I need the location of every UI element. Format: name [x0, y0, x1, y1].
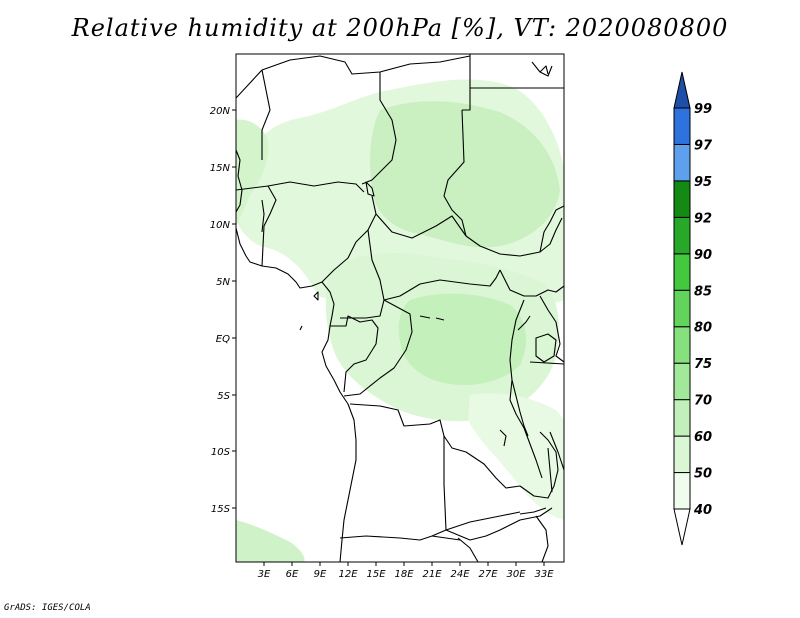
longitude-axis: 3E 6E 9E 12E 15E 18E 21E 24E 27E 30E 33E: [258, 562, 554, 580]
lon-label-3e: 3E: [258, 569, 271, 580]
border-niger-algeria: [236, 55, 471, 99]
border-tanzania: [529, 361, 564, 365]
lon-label-9e: 9E: [314, 569, 327, 580]
colorbar-label-92: 92: [694, 211, 712, 226]
border-mali-niger: [261, 69, 271, 160]
lat-label-15n: 15N: [210, 163, 231, 174]
colorbar-label-60: 60: [694, 430, 712, 445]
lake-albert: [517, 315, 531, 331]
latitude-axis: 20N 15N 10N 5N EQ 5S 10S 15S: [210, 106, 236, 515]
border-chad-car: [375, 213, 467, 239]
lon-label-33e: 33E: [534, 569, 554, 580]
border-niger-nigeria: [267, 181, 365, 193]
humidity-region-central-core: [398, 293, 526, 386]
border-uganda-kenya: [539, 295, 564, 363]
colorbar: 40 50 60 70 75 80 85 90 92 95 97 99: [673, 71, 713, 546]
border-zambia-malawi: [519, 431, 559, 499]
border-ethiopia: [539, 205, 564, 253]
lake-chad: [365, 181, 375, 197]
lake-tanganyika: [511, 379, 529, 437]
bioko-island: [313, 291, 319, 301]
colorbar-segment-97-99: [673, 107, 691, 145]
humidity-region-southeast: [468, 393, 564, 520]
border-zambia-zimbabwe: [445, 507, 553, 541]
border-southsudan-drc: [499, 269, 564, 297]
colorbar-label-80: 80: [694, 321, 712, 336]
colorbar-segment-85-90: [673, 253, 691, 291]
lake-volta: [261, 199, 265, 233]
lat-label-10s: 10S: [211, 447, 231, 458]
border-mozambique: [549, 431, 564, 471]
lat-label-5n: 5N: [216, 277, 230, 288]
lake-malawi: [547, 447, 553, 493]
border-south: [535, 515, 549, 562]
colorbar-segment-95-97: [673, 143, 691, 182]
lon-label-30e: 30E: [506, 569, 526, 580]
lon-label-6e: 6E: [286, 569, 299, 580]
colorbar-segment-60-70: [673, 399, 691, 437]
chart-title: Relative humidity at 200hPa [%], VT: 202…: [71, 14, 729, 42]
lon-label-15e: 15E: [366, 569, 386, 580]
humidity-region-north-core: [370, 101, 560, 248]
colorbar-label-70: 70: [694, 394, 712, 409]
colorbar-segment-70-75: [673, 362, 691, 401]
colorbar-bottom-triangle: [673, 508, 691, 546]
colorbar-segment-80-85: [673, 289, 691, 328]
humidity-region-west-coast: [236, 119, 269, 226]
lat-label-5s: 5S: [217, 391, 230, 402]
border-drc-east: [509, 299, 543, 479]
map-frame: [235, 53, 565, 563]
colorbar-label-85: 85: [694, 284, 712, 299]
colorbar-segment-75-80: [673, 326, 691, 364]
colorbar-label-97: 97: [694, 138, 713, 153]
lon-label-21e: 21E: [422, 569, 442, 580]
lake-mweru: [499, 429, 507, 447]
humidity-shading: [236, 79, 564, 562]
colorbar-segment-90-92: [673, 216, 691, 255]
humidity-region-southwest: [236, 520, 305, 562]
border-burkina: [236, 185, 277, 267]
lon-label-18e: 18E: [394, 569, 414, 580]
red-sea-coast: [539, 65, 549, 75]
border-libya-chad: [462, 54, 471, 111]
lake-kariba: [519, 507, 547, 515]
border-botswana: [457, 537, 479, 562]
lat-label-15s: 15S: [211, 504, 231, 515]
border-niger-chad: [361, 72, 397, 185]
colorbar-label-99: 99: [694, 102, 712, 117]
border-angola-zambia: [443, 436, 447, 531]
colorbar-label-90: 90: [694, 248, 712, 263]
colorbar-label-75: 75: [694, 357, 712, 372]
sao-tome-island: [299, 325, 303, 331]
border-congo-gabon: [330, 315, 379, 393]
lon-label-24e: 24E: [450, 569, 470, 580]
coastline-west-africa: [236, 149, 243, 213]
lat-label-eq: EQ: [216, 334, 230, 345]
lat-label-10n: 10N: [210, 220, 231, 231]
border-angola-namibia: [339, 511, 521, 541]
colorbar-label-50: 50: [694, 467, 712, 482]
border-car-drc: [383, 269, 501, 301]
border-congo-drc: [343, 299, 413, 397]
lat-label-20n: 20N: [210, 106, 231, 117]
border-chad-sudan: [443, 109, 467, 237]
lon-label-27e: 27E: [478, 569, 498, 580]
lake-victoria: [535, 333, 557, 363]
country-borders: [236, 54, 564, 562]
border-caprivi: [431, 535, 461, 541]
border-eritrea: [531, 61, 553, 77]
lon-label-12e: 12E: [338, 569, 358, 580]
colorbar-segment-40-50: [673, 472, 691, 510]
colorbar-segment-92-95: [673, 180, 691, 218]
congo-river-dots: [419, 315, 445, 321]
colorbar-segment-50-60: [673, 435, 691, 474]
border-sudan-southsudan: [465, 217, 563, 257]
colorbar-label-95: 95: [694, 175, 712, 190]
colorbar-label-40: 40: [693, 503, 712, 518]
colorbar-top-triangle: [673, 71, 691, 109]
grads-credit: GrADS: IGES/COLA: [4, 603, 91, 613]
